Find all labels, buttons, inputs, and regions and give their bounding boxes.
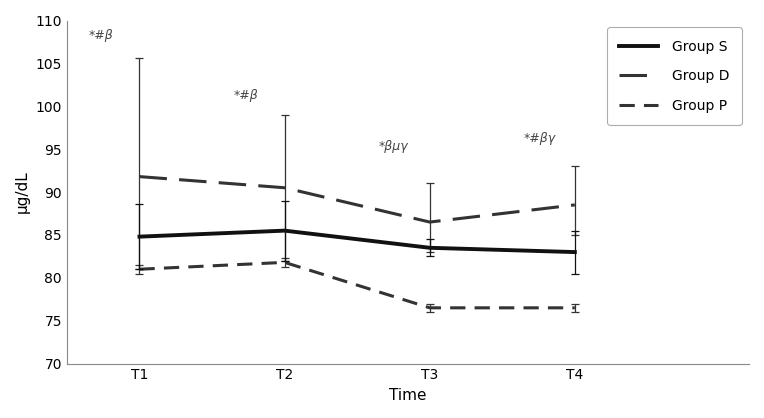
Text: *#β: *#β (89, 29, 113, 42)
Line: Group S: Group S (140, 231, 575, 252)
Legend: Group S, Group D, Group P: Group S, Group D, Group P (607, 28, 742, 125)
Group S (135, 234, 144, 239)
Group S (425, 245, 434, 250)
Group D (135, 174, 144, 179)
Y-axis label: μg/dL: μg/dL (15, 171, 30, 214)
Text: *#βγ: *#βγ (524, 132, 556, 145)
Group P (425, 305, 434, 310)
X-axis label: Time: Time (389, 388, 427, 403)
Group S (280, 228, 290, 233)
Line: Group P: Group P (140, 263, 575, 308)
Line: Group D: Group D (140, 176, 575, 222)
Text: *βμγ: *βμγ (379, 140, 409, 153)
Group D (280, 185, 290, 190)
Text: *#β: *#β (234, 89, 258, 102)
Group P (570, 305, 579, 310)
Group D (570, 202, 579, 207)
Group S (570, 250, 579, 255)
Group P (280, 260, 290, 265)
Group P (135, 267, 144, 272)
Group D (425, 219, 434, 224)
